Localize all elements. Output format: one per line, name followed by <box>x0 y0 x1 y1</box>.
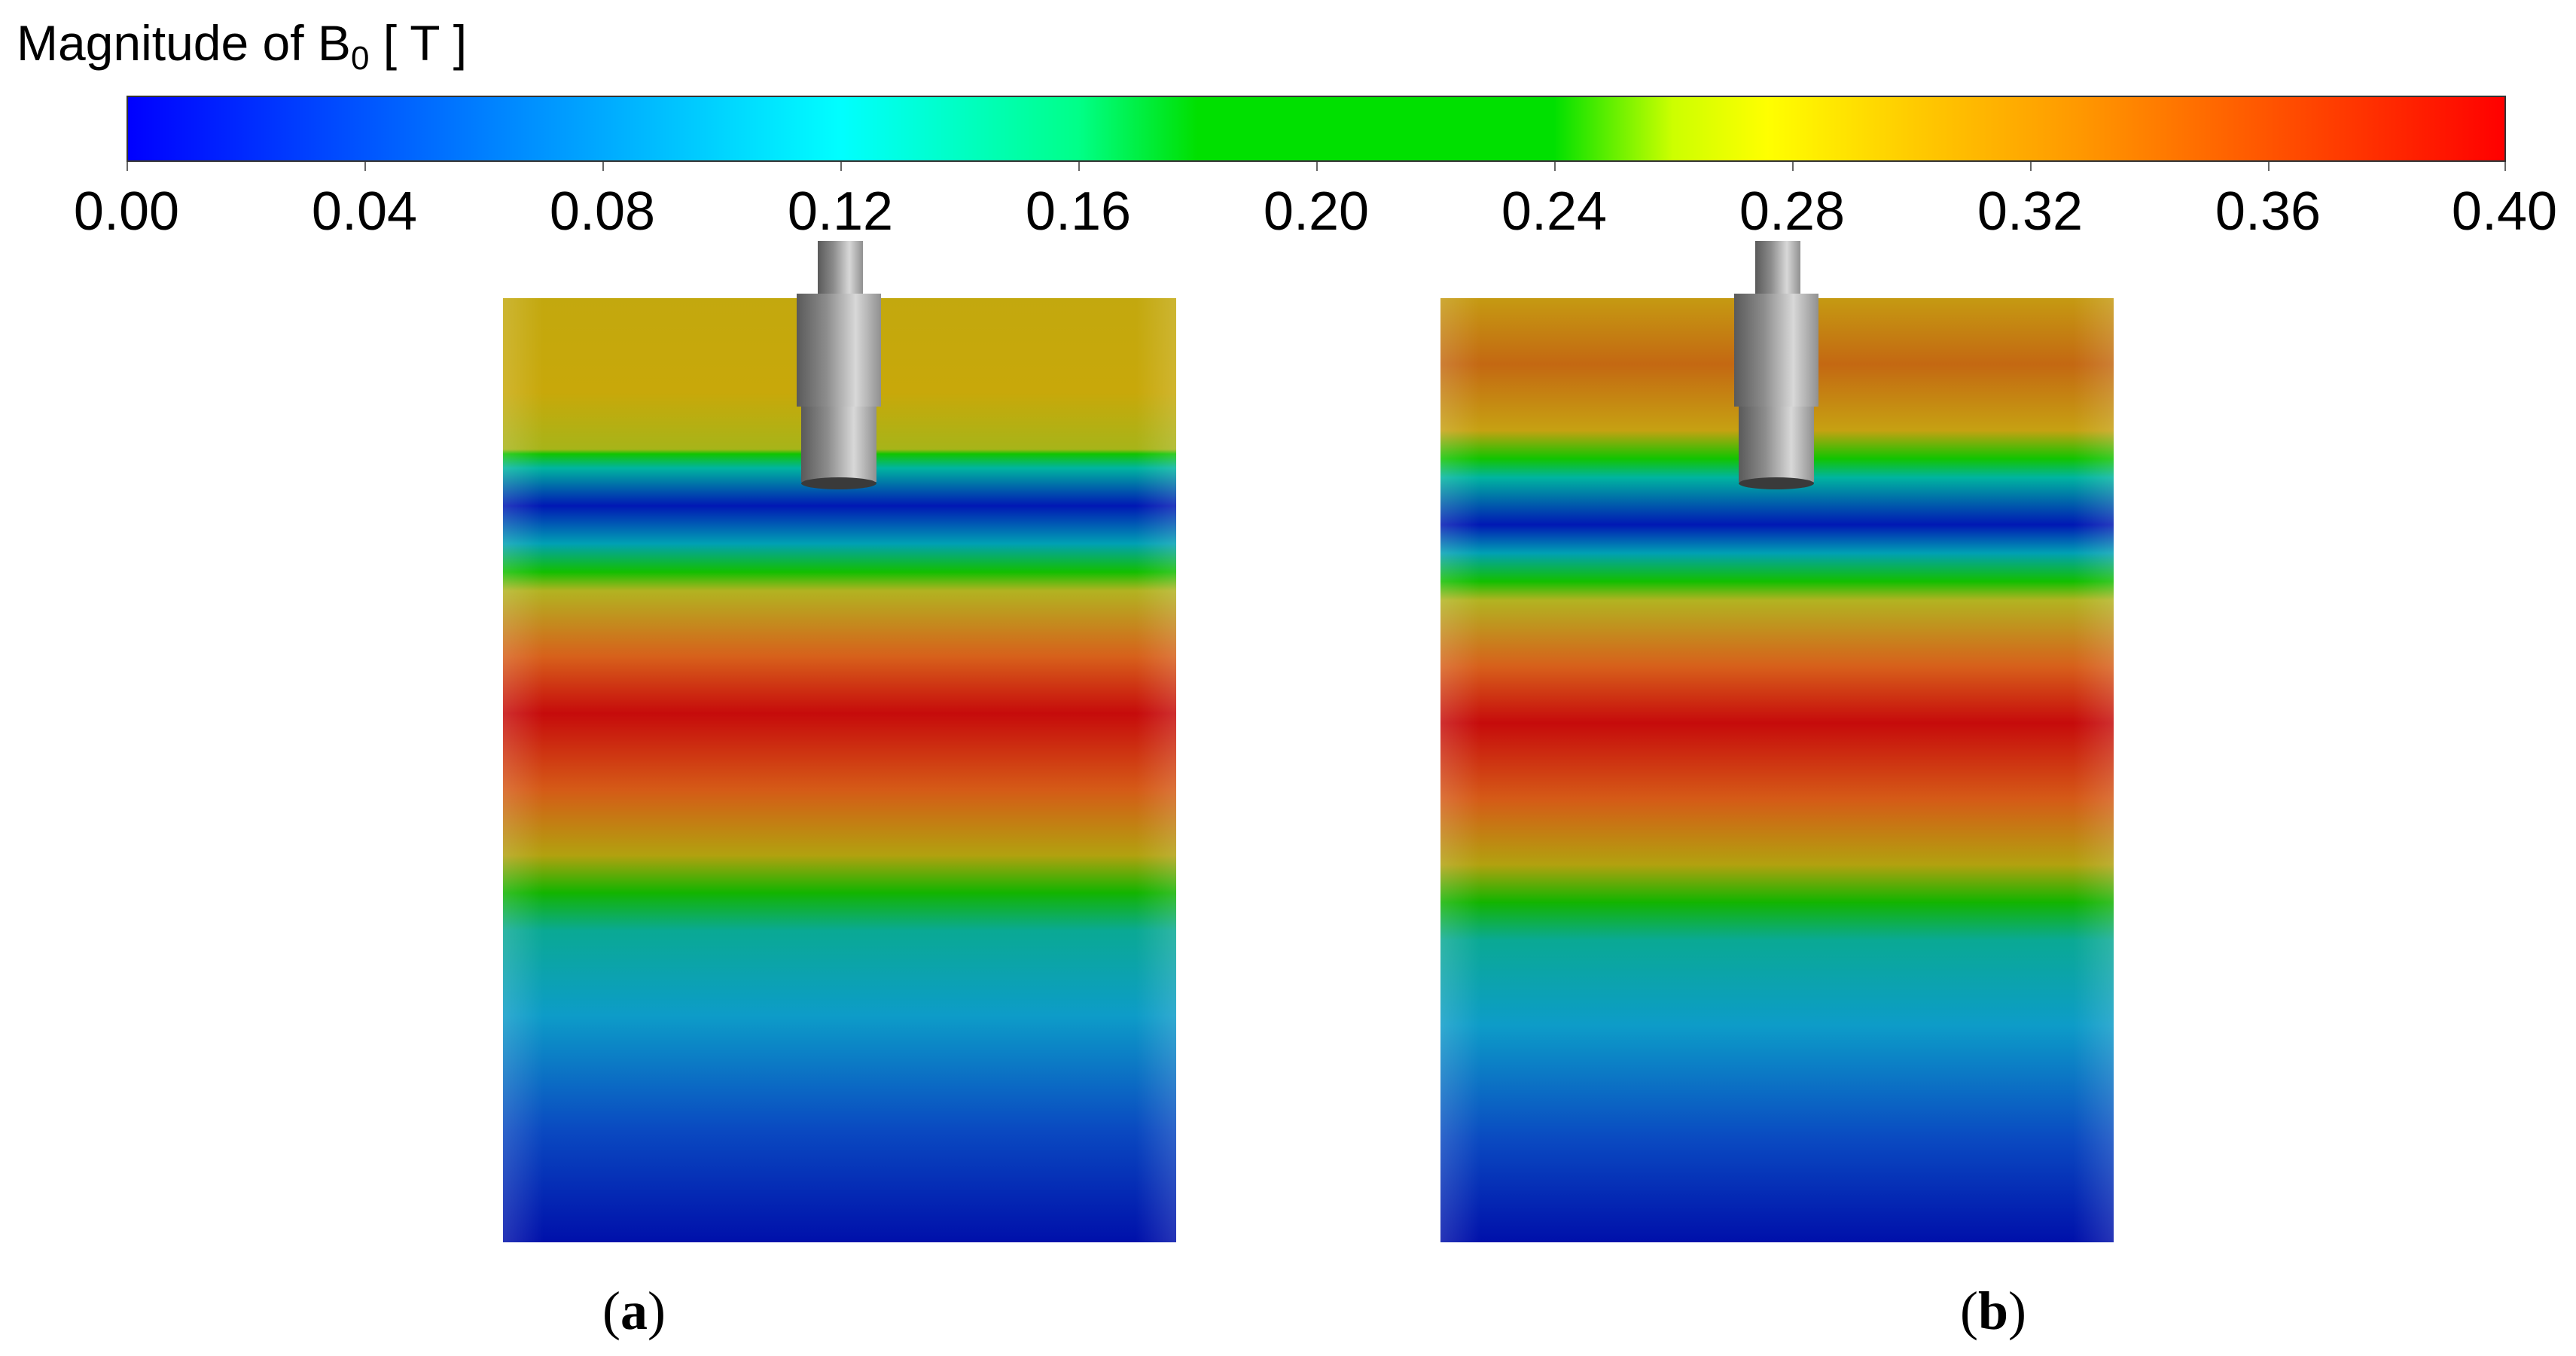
colorbar-tick-label: 0.32 <box>1977 181 2084 242</box>
colorbar-title-subscript: 0 <box>350 40 370 77</box>
colorbar-title: Magnitude of B0 [ T ] <box>17 18 467 75</box>
caption-b: (b) <box>1960 1281 2027 1341</box>
colorbar-tick-label: 0.28 <box>1739 181 1846 242</box>
colorbar <box>127 96 2506 162</box>
colorbar-tick <box>602 162 604 171</box>
caption-a: (a) <box>602 1281 666 1341</box>
colorbar-tick-label: 0.24 <box>1501 181 1608 242</box>
colorbar-title-text: Magnitude of B <box>17 15 351 71</box>
colorbar-tick-label: 0.08 <box>549 181 656 242</box>
colorbar-tick <box>1792 162 1794 171</box>
colorbar-tick <box>2504 162 2506 171</box>
colorbar-tick-label: 0.20 <box>1263 181 1370 242</box>
colorbar-tick-label: 0.16 <box>1025 181 1132 242</box>
stirrer-shaft-a-svg <box>797 241 881 489</box>
colorbar-tick-label: 0.04 <box>311 181 418 242</box>
stirrer-shaft-a <box>797 241 886 489</box>
colorbar-tick <box>127 162 128 171</box>
colorbar-tick <box>1078 162 1080 171</box>
stirrer-shaft-b <box>1734 241 1823 489</box>
colorbar-tick <box>1316 162 1318 171</box>
colorbar-tick <box>1554 162 1556 171</box>
caption-a-label: a <box>620 1281 648 1341</box>
colorbar-tick-label: 0.12 <box>787 181 894 242</box>
colorbar-tick <box>840 162 842 171</box>
stirrer-shaft-b-svg <box>1734 241 1818 489</box>
colorbar-tick <box>364 162 366 171</box>
colorbar-tick-label: 0.00 <box>73 181 180 242</box>
colorbar-tick-label: 0.40 <box>2451 181 2558 242</box>
colorbar-tick <box>2268 162 2270 171</box>
colorbar-tick-label: 0.36 <box>2215 181 2321 242</box>
colorbar-tick <box>2030 162 2032 171</box>
colorbar-title-unit: [ T ] <box>369 15 468 71</box>
caption-b-label: b <box>1977 1281 2009 1341</box>
